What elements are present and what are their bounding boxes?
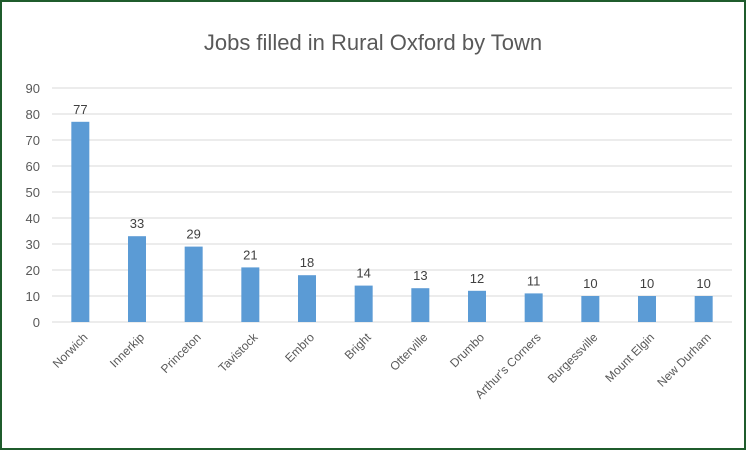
y-tick-label: 0 (33, 315, 40, 330)
bar (694, 296, 713, 322)
bar (354, 285, 373, 322)
y-tick-label: 20 (26, 263, 40, 278)
data-label: 18 (300, 255, 314, 270)
x-category-label: Princeton (158, 330, 204, 376)
data-label: 12 (470, 271, 484, 286)
x-category-label: New Durham (654, 330, 713, 389)
data-label: 21 (243, 247, 257, 262)
gridlines (52, 87, 732, 323)
y-tick-label: 60 (26, 159, 40, 174)
y-axis-ticks: 0 10 20 30 40 50 60 70 80 90 (26, 81, 40, 330)
bars (71, 121, 713, 322)
x-category-label: Innerkip (107, 330, 147, 370)
x-category-label: Mount Elgin (602, 330, 657, 385)
data-label: 11 (527, 273, 541, 288)
y-tick-label: 80 (26, 107, 40, 122)
bar (581, 296, 600, 322)
x-category-label: Norwich (50, 330, 91, 371)
data-label: 10 (640, 276, 654, 291)
bar (184, 246, 203, 322)
y-tick-label: 70 (26, 133, 40, 148)
bar (128, 236, 146, 322)
y-tick-label: 40 (26, 211, 40, 226)
x-category-label: Bright (342, 330, 375, 363)
y-tick-label: 30 (26, 237, 40, 252)
y-tick-label: 90 (26, 81, 40, 96)
bar (524, 293, 543, 322)
y-tick-label: 10 (26, 289, 40, 304)
data-labels: 77 33 29 21 18 14 13 12 11 10 10 10 (73, 102, 711, 291)
bar (411, 288, 430, 322)
x-category-label: Drumbo (447, 330, 487, 370)
bar (241, 267, 260, 322)
x-category-label: Burgessville (545, 330, 601, 386)
y-tick-label: 50 (26, 185, 40, 200)
bar (468, 290, 486, 322)
bar (71, 121, 90, 322)
data-label: 13 (413, 268, 427, 283)
data-label: 10 (696, 276, 710, 291)
data-label: 10 (583, 276, 597, 291)
data-label: 14 (356, 266, 370, 281)
bar (298, 275, 316, 322)
x-category-label: Otterville (387, 330, 431, 374)
data-label: 33 (130, 216, 144, 231)
x-category-label: Tavistock (216, 330, 262, 376)
data-label: 77 (73, 102, 87, 117)
x-category-label: Embro (282, 330, 317, 365)
x-axis-categories: Norwich Innerkip Princeton Tavistock Embro Br… (50, 330, 714, 402)
chart-title: Jobs filled in Rural Oxford by Town (203, 30, 543, 55)
bar (638, 296, 656, 322)
data-label: 29 (186, 227, 200, 242)
